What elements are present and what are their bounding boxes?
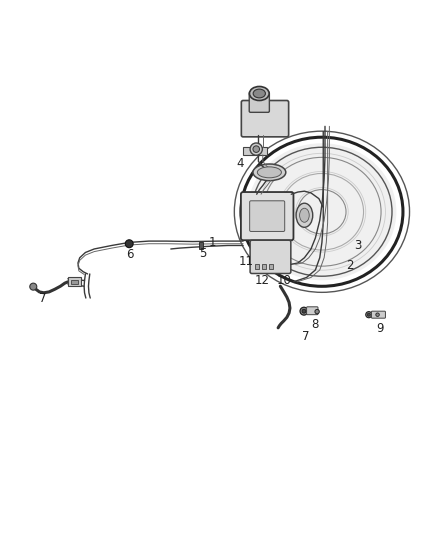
Ellipse shape bbox=[253, 146, 259, 152]
FancyBboxPatch shape bbox=[371, 311, 385, 318]
FancyBboxPatch shape bbox=[241, 101, 289, 137]
Bar bbox=[269, 264, 273, 269]
Bar bbox=[68, 278, 81, 286]
Ellipse shape bbox=[366, 312, 372, 318]
FancyBboxPatch shape bbox=[241, 192, 293, 240]
Text: 5: 5 bbox=[199, 247, 206, 260]
Ellipse shape bbox=[300, 208, 309, 222]
Ellipse shape bbox=[315, 310, 319, 314]
Bar bbox=[262, 264, 266, 269]
FancyBboxPatch shape bbox=[250, 201, 285, 231]
Ellipse shape bbox=[376, 313, 379, 317]
Ellipse shape bbox=[253, 89, 265, 98]
Text: 4: 4 bbox=[236, 157, 244, 170]
Ellipse shape bbox=[302, 309, 306, 313]
Text: 1: 1 bbox=[208, 236, 216, 249]
Ellipse shape bbox=[257, 167, 281, 178]
Text: 7: 7 bbox=[39, 292, 47, 304]
Ellipse shape bbox=[367, 313, 370, 316]
Bar bbox=[243, 147, 267, 155]
Text: 12: 12 bbox=[254, 274, 269, 287]
Ellipse shape bbox=[253, 164, 286, 181]
Ellipse shape bbox=[250, 143, 262, 155]
Text: 11: 11 bbox=[239, 255, 254, 268]
Bar bbox=[199, 242, 203, 249]
Ellipse shape bbox=[30, 283, 37, 290]
FancyBboxPatch shape bbox=[250, 240, 291, 273]
FancyBboxPatch shape bbox=[249, 92, 269, 112]
Ellipse shape bbox=[300, 307, 308, 315]
FancyBboxPatch shape bbox=[307, 307, 318, 314]
Bar bbox=[255, 264, 259, 269]
Ellipse shape bbox=[250, 86, 269, 101]
Bar bbox=[71, 280, 78, 284]
Ellipse shape bbox=[125, 240, 133, 248]
Text: 2: 2 bbox=[346, 259, 353, 272]
Text: 8: 8 bbox=[311, 318, 318, 331]
Ellipse shape bbox=[296, 203, 313, 227]
Text: 10: 10 bbox=[276, 274, 291, 287]
Text: 3: 3 bbox=[355, 239, 362, 252]
Text: 9: 9 bbox=[376, 322, 384, 335]
Text: 6: 6 bbox=[126, 248, 134, 261]
Ellipse shape bbox=[247, 143, 396, 280]
Text: 7: 7 bbox=[301, 330, 309, 343]
